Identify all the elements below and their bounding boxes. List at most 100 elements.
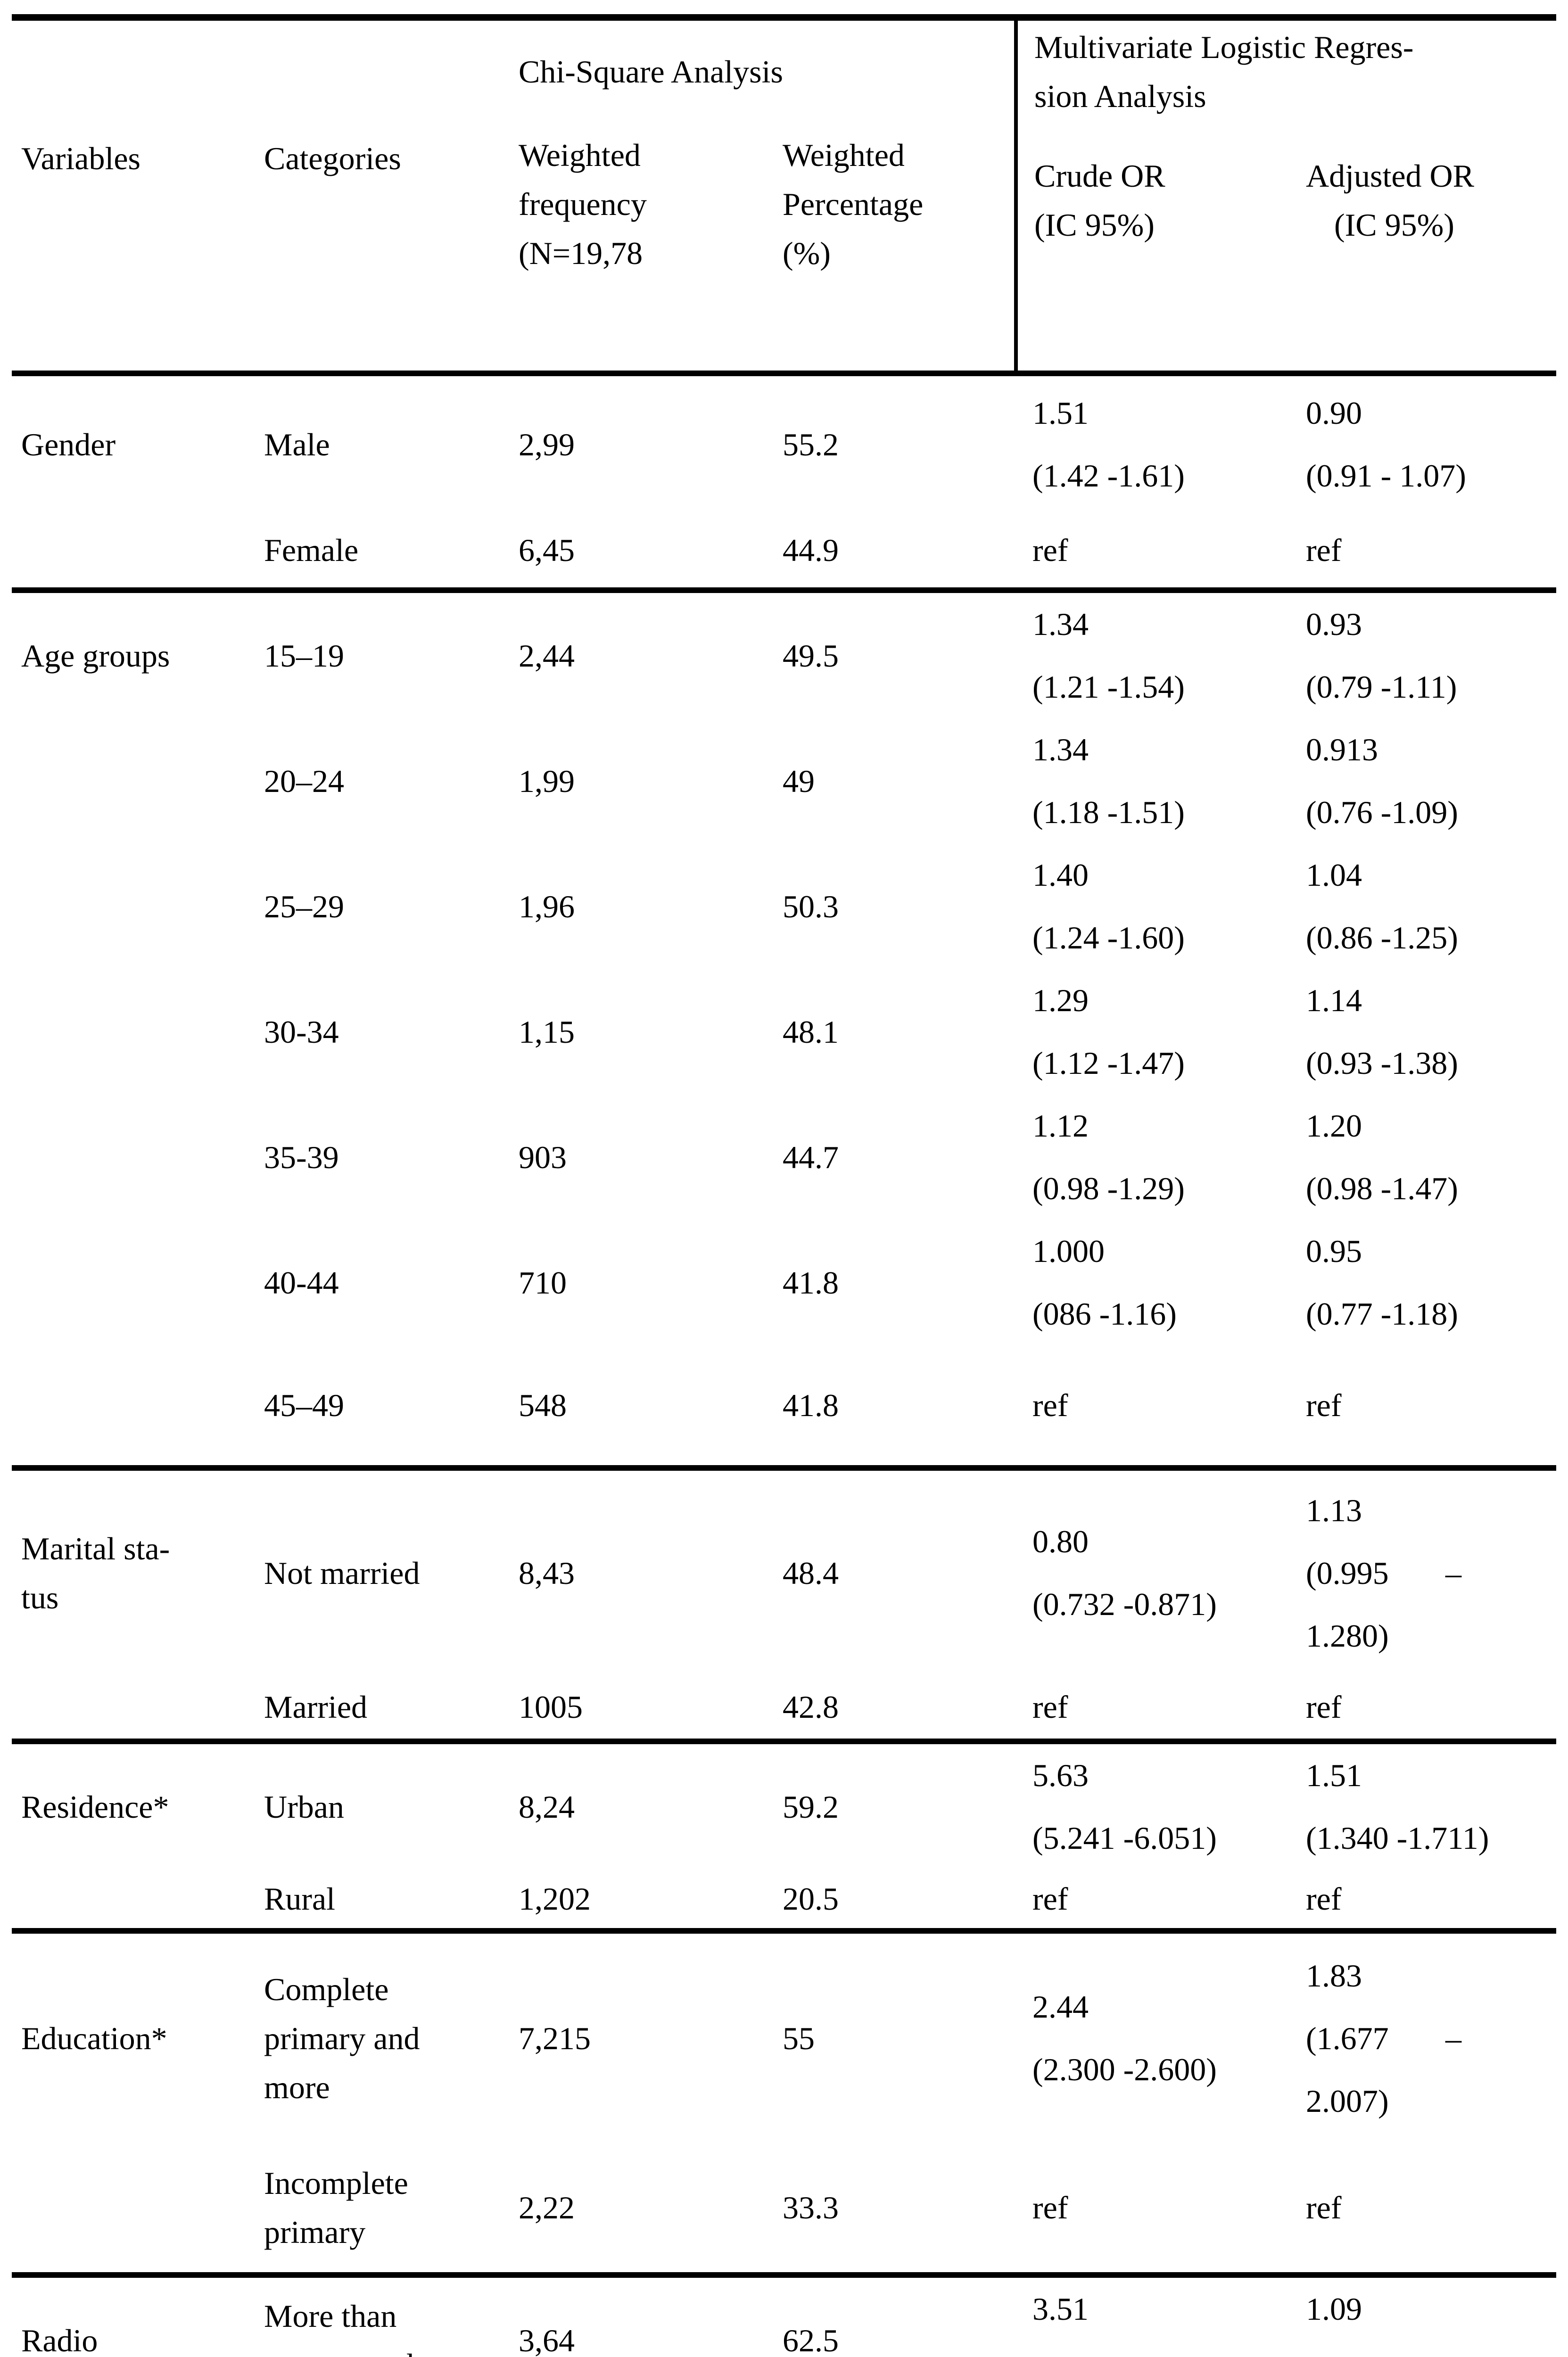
crude-or-column-label: Crude OR bbox=[1034, 158, 1165, 194]
row-gender-female: Female 6,45 44.9 ref ref bbox=[12, 512, 1556, 590]
cell-category: 40-44 bbox=[264, 1265, 339, 1301]
row-residence-rural: Rural 1,202 20.5 ref ref bbox=[12, 1870, 1556, 1931]
row-age-25-29: 25–29 1,96 50.3 1.40 (1.24 -1.60) 1.04 (0.… bbox=[12, 844, 1556, 969]
variable-cell-age-groups: Age groups bbox=[12, 587, 243, 718]
cell-category: Rural bbox=[264, 1881, 336, 1917]
header-columns-row: Variables Categories Weighted frequency … bbox=[12, 122, 1557, 376]
variable-cell-residence: Residence* bbox=[12, 1739, 243, 1870]
header-mlr-group: Multivariate Logistic Regres- sion Analy… bbox=[1014, 14, 1557, 122]
cell-crude-or: 3.51(3.27 -3.77) bbox=[1016, 2272, 1289, 2357]
variable-cell-empty bbox=[12, 2143, 243, 2275]
cell-weighted-frequency: 903 bbox=[519, 1139, 567, 1175]
cell-adjusted-or: 0.90 (0.91 - 1.07) bbox=[1289, 371, 1557, 512]
header-chi-square-group: Chi-Square Analysis bbox=[493, 14, 1016, 122]
cell-adjusted-or: 0.95 (0.77 -1.18) bbox=[1306, 1233, 1458, 1332]
cell-weighted-frequency: 3,64 bbox=[493, 2272, 761, 2357]
cell-category: 45–49 bbox=[264, 1387, 344, 1423]
header-cell-weighted-percentage: Weighted Percentage (%) bbox=[761, 122, 1016, 376]
variable-cell-education: Education* bbox=[12, 1928, 243, 2143]
cell-weighted-frequency: 2,44 bbox=[493, 587, 761, 718]
cell-adjusted-or: 1.09(0.97 -1.21) bbox=[1289, 2272, 1557, 2357]
variable-cell-empty bbox=[12, 1870, 243, 1931]
header-cell-adjusted-or: Adjusted OR (IC 95%) bbox=[1289, 122, 1557, 376]
adjusted-or-ci-label: (IC 95%) bbox=[1334, 207, 1454, 243]
cell-weighted-percentage: 41.8 bbox=[783, 1387, 839, 1423]
header-cell-weighted-frequency: Weighted frequency (N=19,78 bbox=[493, 122, 761, 376]
mlr-group-label: Multivariate Logistic Regres- sion Analy… bbox=[1034, 29, 1414, 114]
header-cell-categories: Categories bbox=[243, 122, 493, 376]
cell-weighted-frequency: 1,99 bbox=[519, 763, 575, 799]
cell-weighted-frequency: 710 bbox=[519, 1265, 567, 1301]
cell-crude-or-ref: ref bbox=[1032, 1881, 1068, 1917]
variable-label-residence: Residence* bbox=[21, 1789, 169, 1825]
cell-weighted-frequency: 1,202 bbox=[519, 1881, 591, 1917]
header-empty-cell bbox=[243, 14, 493, 122]
row-age-35-39: 35-39 903 44.7 1.12 (0.98 -1.29) 1.20 (0.9… bbox=[12, 1095, 1556, 1220]
cell-adjusted-or: 0.93 (0.79 -1.11) bbox=[1289, 587, 1557, 718]
header-cell-crude-or: Crude OR (IC 95%) bbox=[1014, 122, 1289, 376]
cell-weighted-percentage: 49.5 bbox=[761, 587, 1016, 718]
row-gender-male: Gender Male 2,99 55.2 1.51 (1.42 -1.61) 0… bbox=[12, 371, 1557, 512]
row-age-40-44: 40-44 710 41.8 1.000 (086 -1.16) 0.95 (0.7… bbox=[12, 1220, 1556, 1345]
weighted-frequency-column-label: Weighted frequency (N=19,78 bbox=[519, 137, 647, 271]
cell-weighted-percentage: 55 bbox=[761, 1928, 1016, 2143]
cell-weighted-frequency: 1,15 bbox=[519, 1014, 575, 1050]
row-education-complete-primary: Education* Complete primary and more 7,2… bbox=[12, 1928, 1557, 2143]
cell-weighted-frequency: 8,24 bbox=[493, 1739, 761, 1870]
cell-weighted-frequency: 548 bbox=[519, 1387, 567, 1423]
variable-cell-empty bbox=[12, 844, 243, 969]
row-age-15-19: Age groups 15–19 2,44 49.5 1.34 (1.21 -1.… bbox=[12, 587, 1557, 718]
cell-weighted-percentage: 50.3 bbox=[783, 889, 839, 924]
cell-weighted-percentage: 33.3 bbox=[783, 2190, 839, 2225]
cell-weighted-frequency: 7,215 bbox=[493, 1928, 761, 2143]
row-education-incomplete-primary: Incomplete primary 2,22 33.3 ref ref bbox=[12, 2143, 1556, 2275]
cell-adjusted-or: 1.20 (0.98 -1.47) bbox=[1306, 1108, 1458, 1206]
row-age-45-49: 45–49 548 41.8 ref ref bbox=[12, 1345, 1556, 1468]
cell-weighted-percentage: 59.2 bbox=[761, 1739, 1016, 1870]
cell-weighted-percentage: 48.1 bbox=[783, 1014, 839, 1050]
variables-column-label: Variables bbox=[21, 140, 141, 176]
cell-category: Urban bbox=[243, 1739, 493, 1870]
cell-adjusted-or-ref: ref bbox=[1306, 1881, 1342, 1917]
cell-category: 35-39 bbox=[264, 1139, 339, 1175]
cell-adjusted-or-ref: ref bbox=[1306, 532, 1342, 568]
cell-crude-or: 2.44 (2.300 -2.600) bbox=[1016, 1928, 1289, 2143]
cell-category: Married bbox=[264, 1689, 368, 1725]
variable-cell-gender: Gender bbox=[12, 371, 243, 512]
cell-adjusted-or: 1.83 (1.677–2.007) bbox=[1289, 1928, 1557, 2143]
cell-crude-or: 1.34 (1.18 -1.51) bbox=[1032, 732, 1185, 830]
cell-weighted-percentage: 20.5 bbox=[783, 1881, 839, 1917]
cell-adjusted-or: 0.913 (0.76 -1.09) bbox=[1306, 732, 1458, 830]
cell-category: 30-34 bbox=[264, 1014, 339, 1050]
cell-weighted-percentage: 44.9 bbox=[783, 532, 839, 568]
chi-square-group-label: Chi-Square Analysis bbox=[519, 53, 783, 90]
cell-adjusted-or: 1.51 (1.340 -1.711) bbox=[1289, 1739, 1557, 1870]
cell-category: Incomplete primary bbox=[264, 2165, 408, 2250]
cell-crude-or: 1.12 (0.98 -1.29) bbox=[1032, 1108, 1185, 1206]
cell-crude-or: 0.80 (0.732 -0.871) bbox=[1016, 1465, 1289, 1675]
header-empty-cell bbox=[12, 14, 243, 122]
variable-cell-empty bbox=[12, 512, 243, 590]
cell-category: 25–29 bbox=[264, 889, 344, 924]
crude-or-ci-label: (IC 95%) bbox=[1034, 207, 1155, 243]
cell-crude-or-ref: ref bbox=[1032, 1387, 1068, 1423]
cell-adjusted-or: 1.13 (0.995–1.280) bbox=[1289, 1465, 1557, 1675]
cell-weighted-percentage: 44.7 bbox=[783, 1139, 839, 1175]
statistics-table: Chi-Square Analysis Multivariate Logisti… bbox=[12, 14, 1557, 2357]
cell-weighted-percentage: 55.2 bbox=[761, 371, 1016, 512]
variable-label-education: Education* bbox=[21, 2020, 167, 2056]
variable-cell-empty bbox=[12, 718, 243, 844]
cell-weighted-frequency: 1,96 bbox=[519, 889, 575, 924]
cell-crude-or: 5.63 (5.241 -6.051) bbox=[1016, 1739, 1289, 1870]
row-radio-more-than-once: Radio More than once a week 3,64 62.5 3.… bbox=[12, 2272, 1557, 2357]
variable-cell-radio: Radio bbox=[12, 2272, 243, 2357]
row-age-30-34: 30-34 1,15 48.1 1.29 (1.12 -1.47) 1.14 (0.… bbox=[12, 969, 1556, 1095]
cell-category: Not married bbox=[243, 1465, 493, 1675]
cell-weighted-frequency: 2,22 bbox=[519, 2190, 575, 2225]
variable-cell-empty bbox=[12, 1220, 243, 1345]
row-marital-not-married: Marital sta- tus Not married 8,43 48.4 0… bbox=[12, 1465, 1557, 1675]
variable-label-marital-status: Marital sta- tus bbox=[21, 1531, 170, 1615]
cell-weighted-percentage: 62.5 bbox=[761, 2272, 1016, 2357]
cell-adjusted-or-ref: ref bbox=[1306, 1689, 1342, 1725]
